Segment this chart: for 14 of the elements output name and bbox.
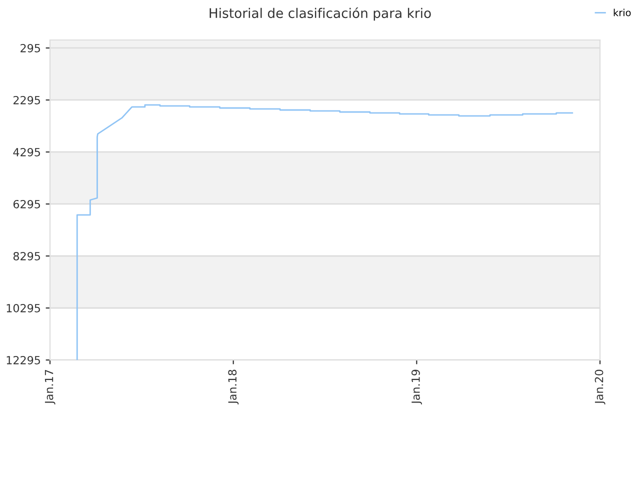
y-tick-label: 2295 [14, 96, 40, 104]
legend-label: krio [614, 8, 631, 16]
y-tick-label: 8295 [13, 252, 40, 260]
y-tick-label: 12295 [6, 356, 40, 364]
line-series [76, 104, 574, 360]
x-tick-label: Jan.18 [228, 370, 239, 404]
y-tick-label: 6295 [13, 200, 40, 208]
x-tick-label: Jan.20 [594, 370, 606, 404]
x-tick-label: Jan.17 [44, 370, 56, 404]
y-tick-label: 4295 [13, 148, 40, 156]
y-tick-label: 10295 [6, 304, 40, 312]
y-tick-label: 295 [20, 44, 40, 52]
x-tick-label: Jan.19 [411, 370, 422, 404]
chart-title: Historial de clasificación para krio [210, 7, 431, 21]
